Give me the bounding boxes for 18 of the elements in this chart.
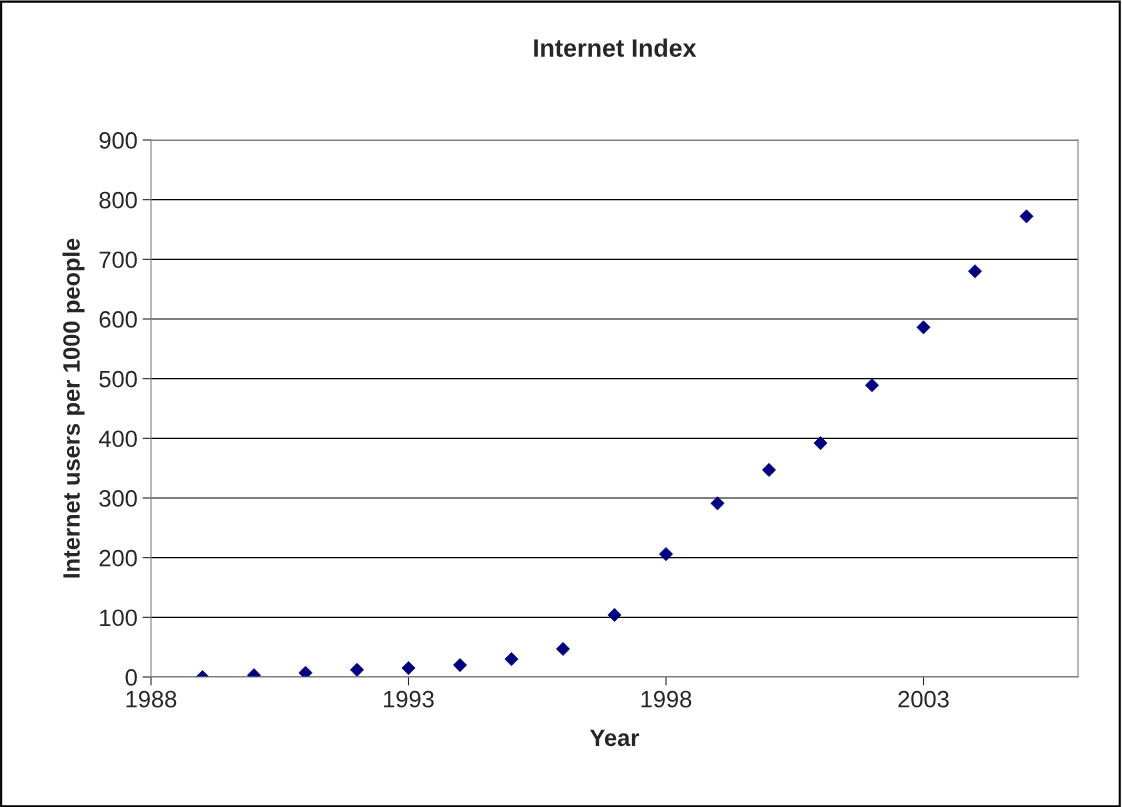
y-tick-label: 900 bbox=[99, 132, 137, 149]
x-axis-title: Year bbox=[589, 729, 640, 747]
y-tick-label: 300 bbox=[99, 490, 137, 507]
y-tick-label: 800 bbox=[99, 191, 137, 209]
y-tick-label: 500 bbox=[99, 370, 137, 388]
y-tick-label: 600 bbox=[99, 311, 137, 328]
y-tick-label: 0 bbox=[125, 669, 137, 686]
x-tick-label: 2003 bbox=[898, 690, 949, 708]
x-tick-label: 1993 bbox=[384, 690, 434, 708]
y-tick-label: 700 bbox=[99, 251, 137, 269]
y-tick-label: 400 bbox=[98, 430, 137, 448]
x-tick-label: 1988 bbox=[126, 690, 177, 708]
point bbox=[401, 661, 416, 676]
x-tick-label: 1998 bbox=[641, 690, 692, 708]
y-tick-label: 100 bbox=[100, 609, 137, 627]
chart-title: Internet Index bbox=[534, 38, 697, 57]
y-axis-title: Internet users per 1000 people bbox=[62, 238, 85, 578]
y-tick-label: 200 bbox=[99, 549, 137, 567]
